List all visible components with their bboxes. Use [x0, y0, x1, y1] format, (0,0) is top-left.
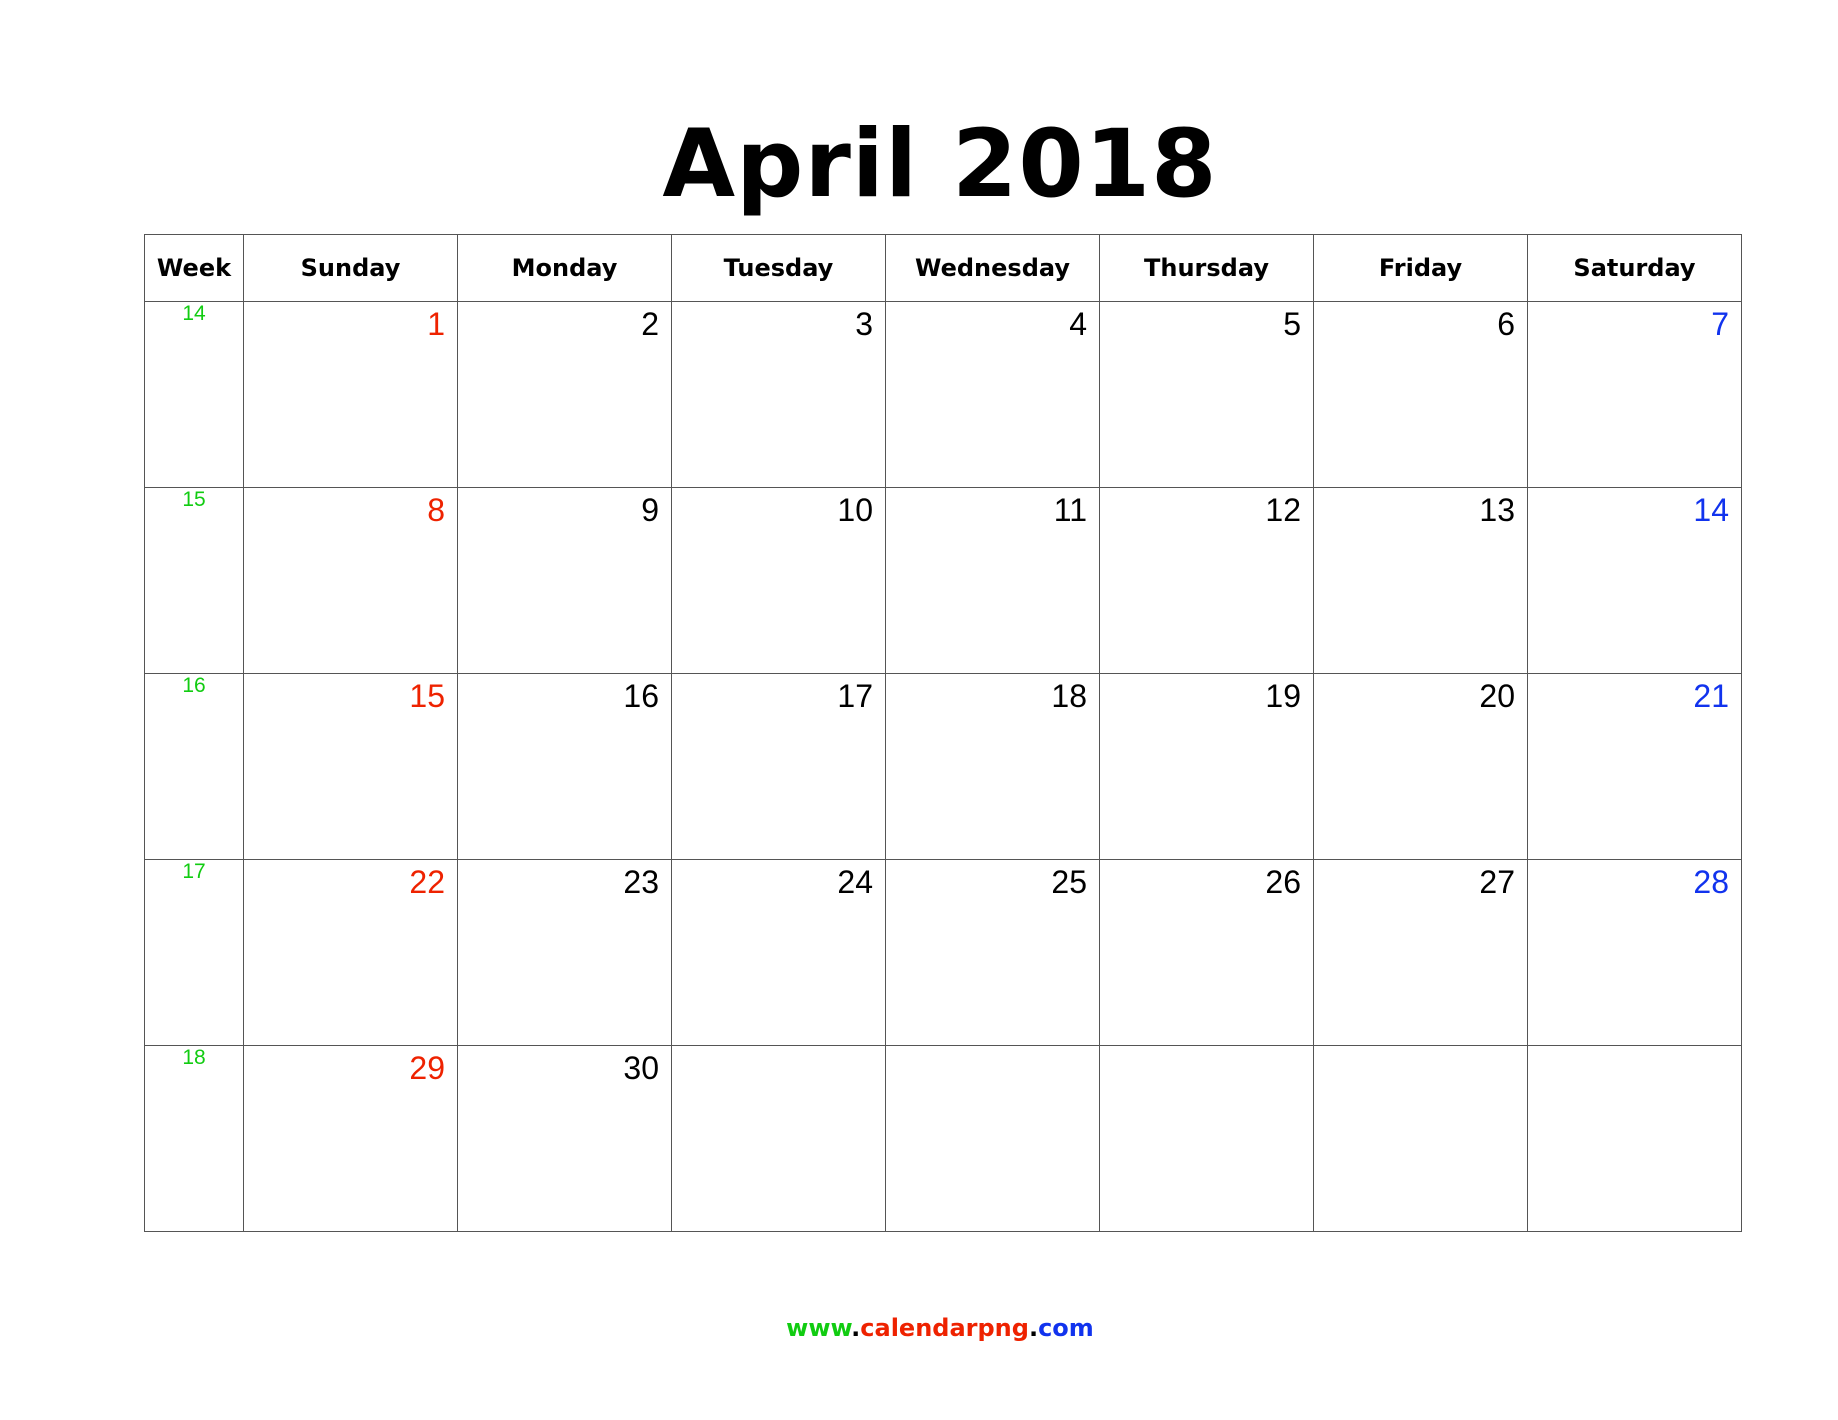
week-number: 17	[144, 859, 244, 1046]
footer-www: www	[786, 1314, 852, 1342]
day-cell[interactable]: 11	[885, 487, 1100, 674]
sunday-header: Sunday	[243, 234, 458, 302]
week-row: 14 1 2 3 4 5 6 7	[144, 301, 1742, 488]
day-number: 19	[1265, 678, 1301, 714]
day-number	[1100, 1046, 1313, 1050]
day-number: 14	[1693, 492, 1729, 528]
day-cell[interactable]: 30	[457, 1045, 672, 1232]
day-number: 25	[1051, 864, 1087, 900]
day-cell[interactable]: 16	[457, 673, 672, 860]
day-cell[interactable]: 19	[1099, 673, 1314, 860]
day-number: 6	[1497, 306, 1515, 342]
day-number: 21	[1693, 678, 1729, 714]
day-cell[interactable]: 18	[885, 673, 1100, 860]
week-row: 18 29 30	[144, 1045, 1742, 1232]
day-number	[672, 1046, 885, 1050]
monday-header: Monday	[457, 234, 672, 302]
day-number: 5	[1283, 306, 1301, 342]
day-number	[1314, 1046, 1527, 1050]
day-number: 3	[855, 306, 873, 342]
day-cell[interactable]: 22	[243, 859, 458, 1046]
week-row: 16 15 16 17 18 19 20 21	[144, 673, 1742, 860]
day-cell[interactable]: 2	[457, 301, 672, 488]
day-cell[interactable]: 25	[885, 859, 1100, 1046]
day-cell[interactable]: 20	[1313, 673, 1528, 860]
header-row: Week Sunday Monday Tuesday Wednesday Thu…	[144, 234, 1742, 302]
thursday-header: Thursday	[1099, 234, 1314, 302]
day-number: 22	[409, 864, 445, 900]
day-number: 27	[1479, 864, 1515, 900]
week-column-header: Week	[144, 234, 244, 302]
footer-dot: .	[1028, 1314, 1039, 1342]
day-number: 2	[641, 306, 659, 342]
day-cell[interactable]: 3	[671, 301, 886, 488]
week-number: 15	[144, 487, 244, 674]
day-cell[interactable]: 26	[1099, 859, 1314, 1046]
day-cell[interactable]	[671, 1045, 886, 1232]
day-number: 11	[1053, 492, 1087, 528]
calendar-grid: Week Sunday Monday Tuesday Wednesday Thu…	[144, 234, 1742, 1232]
day-number: 18	[1051, 678, 1087, 714]
day-number: 8	[427, 492, 445, 528]
day-number: 26	[1265, 864, 1301, 900]
day-number: 9	[641, 492, 659, 528]
day-number	[886, 1046, 1099, 1050]
day-cell[interactable]: 6	[1313, 301, 1528, 488]
day-number	[1528, 1046, 1741, 1050]
day-cell[interactable]: 15	[243, 673, 458, 860]
friday-header: Friday	[1313, 234, 1528, 302]
day-cell[interactable]: 5	[1099, 301, 1314, 488]
week-number: 16	[144, 673, 244, 860]
day-number: 13	[1479, 492, 1515, 528]
day-cell[interactable]: 4	[885, 301, 1100, 488]
saturday-header: Saturday	[1527, 234, 1742, 302]
day-cell[interactable]: 7	[1527, 301, 1742, 488]
day-cell[interactable]: 9	[457, 487, 672, 674]
day-number: 1	[427, 306, 445, 342]
day-cell[interactable]	[1313, 1045, 1528, 1232]
day-cell[interactable]: 14	[1527, 487, 1742, 674]
day-number: 10	[837, 492, 873, 528]
day-cell[interactable]: 8	[243, 487, 458, 674]
wednesday-header: Wednesday	[885, 234, 1100, 302]
day-cell[interactable]: 17	[671, 673, 886, 860]
calendar-title: April 2018	[662, 110, 1218, 219]
day-cell[interactable]: 23	[457, 859, 672, 1046]
day-number: 4	[1069, 306, 1087, 342]
day-number: 30	[623, 1050, 659, 1086]
day-cell[interactable]: 27	[1313, 859, 1528, 1046]
day-number: 29	[409, 1050, 445, 1086]
day-number: 23	[623, 864, 659, 900]
day-cell[interactable]: 24	[671, 859, 886, 1046]
day-number: 20	[1479, 678, 1515, 714]
day-cell[interactable]: 1	[243, 301, 458, 488]
day-cell[interactable]: 21	[1527, 673, 1742, 860]
day-cell[interactable]: 13	[1313, 487, 1528, 674]
day-number: 24	[837, 864, 873, 900]
footer-domain-name: calendarpng	[860, 1314, 1029, 1342]
day-cell[interactable]: 28	[1527, 859, 1742, 1046]
day-number: 7	[1711, 306, 1729, 342]
week-row: 17 22 23 24 25 26 27 28	[144, 859, 1742, 1046]
day-cell[interactable]	[1527, 1045, 1742, 1232]
day-cell[interactable]: 29	[243, 1045, 458, 1232]
day-number: 15	[409, 678, 445, 714]
day-number: 12	[1265, 492, 1301, 528]
week-number: 14	[144, 301, 244, 488]
day-cell[interactable]	[885, 1045, 1100, 1232]
week-row: 15 8 9 10 11 12 13 14	[144, 487, 1742, 674]
tuesday-header: Tuesday	[671, 234, 886, 302]
day-cell[interactable]: 12	[1099, 487, 1314, 674]
day-cell[interactable]	[1099, 1045, 1314, 1232]
day-number: 16	[623, 678, 659, 714]
day-number: 17	[837, 678, 873, 714]
footer-website[interactable]: www.calendarpng.com	[0, 1314, 1838, 1342]
footer-dot: .	[851, 1314, 861, 1342]
footer-tld: com	[1038, 1314, 1094, 1342]
week-number: 18	[144, 1045, 244, 1232]
day-cell[interactable]: 10	[671, 487, 886, 674]
day-number: 28	[1693, 864, 1729, 900]
